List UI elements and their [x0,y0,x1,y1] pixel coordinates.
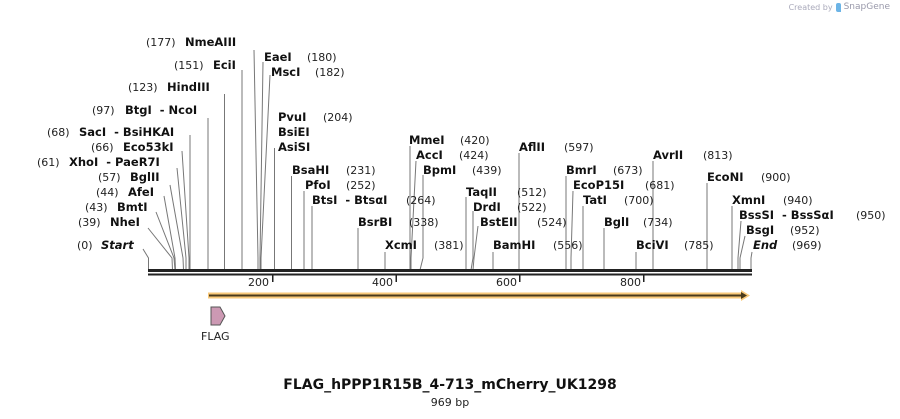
site-eaei-label[interactable]: EaeI [264,50,292,64]
site-xhoi-label[interactable]: XhoI - PaeR7I [69,155,160,169]
site-msci-label[interactable]: MscI [271,65,300,79]
tick-600: 600 [496,276,517,289]
site-btsi-label[interactable]: BtsI - BtsαI [312,193,387,207]
site-pfoi-label[interactable]: PfoI [305,178,331,192]
site-hindiii-pos: (123) [128,81,158,94]
site-bmti-label[interactable]: BmtI [117,200,148,214]
site-bsgi-pos: (952) [790,224,820,237]
site-bcivi-pos: (785) [684,239,714,252]
site-msci-pos: (182) [315,66,345,79]
site-drdi-pos: (522) [517,201,547,214]
tick-200: 200 [248,276,269,289]
credit-prefix: Created by [788,2,833,12]
site-btsi-pos: (264) [406,194,436,207]
site-mmei-pos: (420) [460,134,490,147]
site-econi-pos: (900) [761,171,791,184]
site-eaei-pos: (180) [307,51,337,64]
cut-site-lines [142,49,753,271]
site-ecop15i-label[interactable]: EcoP15I [573,178,624,192]
site-xmni-pos: (940) [783,194,813,207]
site-ecii-label[interactable]: EciI [213,58,236,72]
site-drdi-label[interactable]: DrdI [473,200,501,214]
site-bsahi-pos: (231) [346,164,376,177]
site-saci-label[interactable]: SacI - BsiHKAI [79,125,174,139]
site-eco53ki-pos: (66) [91,141,114,154]
site-aflii-label[interactable]: AflII [519,140,545,154]
site-xcmi-pos: (381) [434,239,464,252]
site-bamhi-pos: (556) [553,239,583,252]
site-tati-label[interactable]: TatI [583,193,607,207]
flag-feature-label[interactable]: FLAG [201,330,230,343]
credit-brand: SnapGene [843,2,890,12]
site-afei-pos: (44) [96,186,119,199]
site-avrii-pos: (813) [703,149,733,162]
site-hindiii-label[interactable]: HindIII [167,80,210,94]
flag-feature-arrow-icon[interactable] [210,306,226,326]
sequence-bottom-strand [148,273,752,276]
site-mmei-label[interactable]: MmeI [409,133,445,147]
orf-arrow[interactable] [208,290,750,301]
site-bsgi-label[interactable]: BsgI [746,223,774,237]
sequence-top-strand [148,269,752,272]
site-start-label[interactable]: Start [101,238,134,252]
site-bsahi-label[interactable]: BsaHI [292,163,329,177]
snapgene-credit: Created by SnapGene [789,2,890,12]
site-bpmi-pos: (439) [472,164,502,177]
site-ecop15i-pos: (681) [645,179,675,192]
site-nmeaiii-label[interactable]: NmeAIII [185,35,236,49]
site-avrii-label[interactable]: AvrII [653,148,683,162]
site-xcmi-label[interactable]: XcmI [385,238,417,252]
site-bmri-label[interactable]: BmrI [566,163,597,177]
site-nmeaiii-pos: (177) [146,36,176,49]
sequence-title: FLAG_hPPP1R15B_4-713_mCherry_UK1298 [283,377,617,393]
site-bsrbi-label[interactable]: BsrBI [358,215,392,229]
site-bglii-label[interactable]: BglII [130,170,160,184]
site-taqii-pos: (512) [517,186,547,199]
site-bsiei-label[interactable]: BsiEI [278,125,310,139]
site-bsteii-label[interactable]: BstEII [480,215,518,229]
site-start-pos: (0) [77,239,93,252]
tick-800: 800 [620,276,641,289]
site-pfoi-pos: (252) [346,179,376,192]
site-bmri-pos: (673) [613,164,643,177]
site-ecii-pos: (151) [174,59,204,72]
site-tati-pos: (700) [624,194,654,207]
site-afei-label[interactable]: AfeI [128,185,154,199]
site-taqii-label[interactable]: TaqII [466,185,497,199]
site-bsssi-label[interactable]: BssSI - BssSαI [739,208,834,222]
site-nhei-label[interactable]: NheI [110,215,140,229]
site-bmti-pos: (43) [85,201,108,214]
tick-400: 400 [372,276,393,289]
site-aflii-pos: (597) [564,141,594,154]
site-xmni-label[interactable]: XmnI [732,193,765,207]
sequence-length: 969 bp [430,396,470,409]
site-pvui-label[interactable]: PvuI [278,110,306,124]
site-bgli-label[interactable]: BglI [604,215,629,229]
site-bsteii-pos: (524) [537,216,567,229]
site-bcivi-label[interactable]: BciVI [636,238,669,252]
site-nhei-pos: (39) [78,216,101,229]
site-acci-label[interactable]: AccI [416,148,443,162]
site-bglii-pos: (57) [98,171,121,184]
ruler [272,275,645,282]
site-bsssi-pos: (950) [856,209,886,222]
site-asisi-label[interactable]: AsiSI [278,140,310,154]
site-end-label[interactable]: End [753,238,778,252]
enzyme-labels: (0) Start (39) NheI (43) BmtI (44) AfeI … [37,35,886,252]
site-acci-pos: (424) [459,149,489,162]
snapgene-logo-icon [835,2,841,12]
site-pvui-pos: (204) [323,111,353,124]
site-econi-label[interactable]: EcoNI [707,170,743,184]
site-eco53ki-label[interactable]: Eco53kI [123,140,174,154]
site-btgi-label[interactable]: BtgI - NcoI [125,103,197,117]
site-bgli-pos: (734) [643,216,673,229]
site-btgi-pos: (97) [92,104,115,117]
site-xhoi-pos: (61) [37,156,60,169]
site-end-pos: (969) [792,239,822,252]
site-bamhi-label[interactable]: BamHI [493,238,535,252]
site-saci-pos: (68) [47,126,70,139]
site-bsrbi-pos: (338) [409,216,439,229]
site-bpmi-label[interactable]: BpmI [423,163,456,177]
